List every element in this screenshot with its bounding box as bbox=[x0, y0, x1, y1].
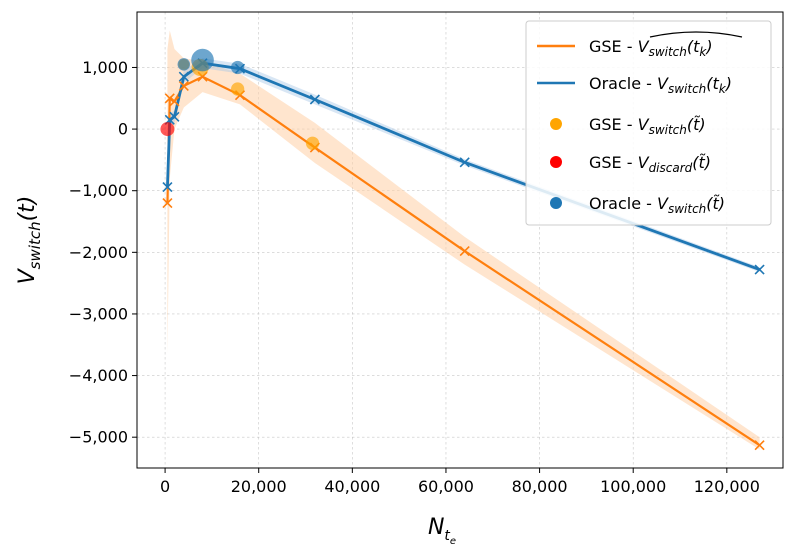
gse-data-point bbox=[169, 96, 180, 107]
svg-text:Nte: Nte bbox=[428, 515, 456, 547]
gse-data-point bbox=[178, 80, 189, 92]
gse-switch-point bbox=[231, 82, 245, 96]
legend-item-oracle-switch-point: Oracle - Vswitch(t̃) bbox=[550, 194, 725, 216]
legend-item-gse-discard-point: GSE - Vdiscard(t̃) bbox=[550, 153, 711, 175]
x-tick-label: 100,000 bbox=[600, 477, 666, 496]
svg-text:GSE - Vswitch(t̃): GSE - Vswitch(t̃) bbox=[589, 115, 706, 137]
plot-frame bbox=[136, 11, 784, 469]
y-tick-label: −1,000 bbox=[69, 181, 128, 200]
y-tick-label: −5,000 bbox=[69, 428, 128, 447]
y-tick-label: 0 bbox=[118, 120, 128, 139]
oracle-switch-point bbox=[231, 60, 245, 75]
legend-label-2: GSE - bbox=[589, 115, 638, 134]
legend: GSE - Vswitch(tk) Oracle - Vswitch(tk) G… bbox=[525, 20, 772, 226]
x-tick-label: 80,000 bbox=[512, 477, 568, 496]
gse-data-point bbox=[164, 93, 175, 104]
x-tick-label: 120,000 bbox=[694, 477, 760, 496]
gse-data-point bbox=[754, 440, 765, 451]
oracle-switch-point bbox=[191, 48, 214, 72]
y-tick-label: −4,000 bbox=[69, 366, 128, 385]
scatter-points bbox=[160, 48, 320, 150]
legend-label-4: Oracle - bbox=[589, 194, 657, 213]
gse-data-point bbox=[162, 197, 173, 209]
x-axis-label: Nte bbox=[428, 515, 456, 547]
y-tick-label: −2,000 bbox=[69, 243, 128, 262]
svg-text:Vswitch(t): Vswitch(t) bbox=[15, 196, 44, 285]
oracle-data-point bbox=[162, 181, 173, 193]
legend-item-oracle-line: Oracle - Vswitch(tk) bbox=[537, 74, 732, 96]
legend-marker-discard bbox=[550, 156, 562, 168]
oracle-data-point bbox=[754, 264, 765, 275]
oracle-data-point bbox=[178, 71, 189, 82]
oracle-data-point bbox=[309, 94, 320, 105]
svg-text:GSE - Vdiscard(t̃): GSE - Vdiscard(t̃) bbox=[589, 153, 711, 175]
x-tick-label: 60,000 bbox=[418, 477, 474, 496]
gse-switch-point bbox=[305, 136, 320, 150]
x-tick-label: 40,000 bbox=[324, 477, 380, 496]
axis-ticks: 0 20,000 40,000 60,000 80,000 100,000 120,000 1… bbox=[69, 58, 760, 496]
gse-confidence-band bbox=[167, 30, 760, 450]
svg-text:GSE - Vswitch(tk): GSE - Vswitch(tk) bbox=[589, 37, 713, 59]
y-tick-label: 1,000 bbox=[82, 58, 128, 77]
svg-text:Oracle - Vswitch(t̃): Oracle - Vswitch(t̃) bbox=[589, 194, 725, 216]
gse-discard-point bbox=[160, 122, 175, 137]
legend-marker-oracle bbox=[550, 197, 562, 209]
legend-label-1: Oracle - bbox=[589, 74, 657, 93]
y-axis-label: Vswitch(t) bbox=[15, 196, 44, 285]
legend-label-3: GSE - bbox=[589, 153, 638, 172]
gse-data-point bbox=[459, 246, 470, 257]
svg-text:Oracle - Vswitch(tk): Oracle - Vswitch(tk) bbox=[589, 74, 732, 96]
legend-box bbox=[525, 20, 772, 226]
x-tick-label: 20,000 bbox=[231, 477, 287, 496]
oracle-data-point bbox=[169, 111, 180, 122]
x-tick-label: 0 bbox=[160, 477, 170, 496]
confidence-bands bbox=[167, 30, 760, 450]
legend-item-gse-switch-point: GSE - Vswitch(t̃) bbox=[550, 115, 706, 137]
hat-accent bbox=[649, 31, 743, 38]
legend-item-gse-estimate: GSE - Vswitch(tk) bbox=[537, 31, 743, 59]
legend-marker-gse bbox=[550, 118, 562, 130]
oracle-data-point bbox=[459, 157, 470, 168]
y-tick-label: −3,000 bbox=[69, 304, 128, 323]
oracle-switch-point bbox=[177, 58, 191, 71]
legend-label-0: GSE - bbox=[589, 37, 638, 56]
